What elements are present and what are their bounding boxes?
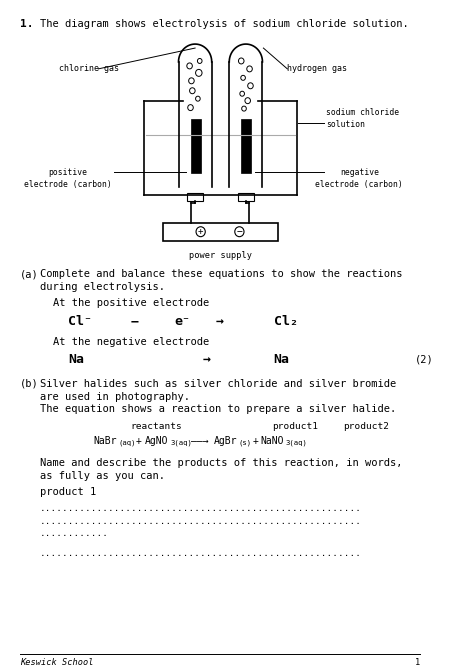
Text: ........................................................: ........................................…: [40, 549, 362, 558]
Text: Na: Na: [273, 353, 290, 366]
Text: as fully as you can.: as fully as you can.: [40, 471, 165, 481]
Text: At the negative electrode: At the negative electrode: [53, 337, 210, 347]
Text: NaBr: NaBr: [94, 436, 117, 446]
Text: (b): (b): [20, 379, 38, 389]
Text: negative
electrode (carbon): negative electrode (carbon): [316, 168, 403, 189]
Text: product2: product2: [343, 422, 389, 431]
Text: ........................................................: ........................................…: [40, 504, 362, 513]
Bar: [241, 119, 251, 173]
Text: 3(aq): 3(aq): [285, 440, 308, 446]
Bar: [187, 193, 203, 201]
Text: Cl⁻: Cl⁻: [68, 315, 92, 328]
Text: product 1: product 1: [40, 487, 96, 497]
Text: product1: product1: [272, 422, 318, 431]
Text: power supply: power supply: [189, 251, 252, 259]
Text: during electrolysis.: during electrolysis.: [40, 282, 165, 292]
Text: hydrogen gas: hydrogen gas: [287, 64, 347, 74]
Text: +: +: [136, 436, 142, 446]
Text: →: →: [202, 353, 210, 366]
Text: reactants: reactants: [130, 422, 182, 431]
Bar: [191, 119, 201, 173]
Text: →: →: [215, 315, 223, 328]
Text: +: +: [198, 227, 203, 237]
Text: The diagram shows electrolysis of sodium chloride solution.: The diagram shows electrolysis of sodium…: [40, 19, 409, 29]
Text: 1: 1: [415, 658, 420, 667]
Text: Silver halides such as silver chloride and silver bromide: Silver halides such as silver chloride a…: [40, 379, 396, 389]
Text: Na: Na: [68, 353, 84, 366]
Text: positive
electrode (carbon): positive electrode (carbon): [24, 168, 112, 189]
Text: Complete and balance these equations to show the reactions: Complete and balance these equations to …: [40, 269, 402, 279]
Text: −: −: [237, 226, 242, 237]
Text: ............: ............: [40, 529, 109, 537]
Text: (aq): (aq): [118, 440, 136, 446]
Text: (s): (s): [238, 440, 252, 446]
Text: (a): (a): [20, 269, 38, 279]
Text: are used in photography.: are used in photography.: [40, 391, 190, 401]
Text: AgBr: AgBr: [214, 436, 237, 446]
Text: The equation shows a reaction to prepare a silver halide.: The equation shows a reaction to prepare…: [40, 405, 396, 415]
Text: AgNO: AgNO: [145, 436, 168, 446]
Text: (2): (2): [415, 355, 433, 364]
Text: +: +: [252, 436, 258, 446]
Text: e⁻: e⁻: [175, 315, 191, 328]
Text: At the positive electrode: At the positive electrode: [53, 298, 210, 308]
Text: 1.: 1.: [20, 19, 33, 29]
Text: NaNO: NaNO: [261, 436, 284, 446]
Text: −: −: [130, 315, 138, 328]
Text: Keswick School: Keswick School: [20, 658, 93, 667]
Text: sodium chloride
solution: sodium chloride solution: [326, 108, 399, 129]
Text: chlorine gas: chlorine gas: [59, 64, 118, 74]
Bar: [237, 193, 254, 201]
Text: ――→: ――→: [191, 436, 208, 446]
Text: Cl₂: Cl₂: [273, 315, 298, 328]
Text: ........................................................: ........................................…: [40, 517, 362, 526]
Text: 3(aq): 3(aq): [170, 440, 192, 446]
Text: Name and describe the products of this reaction, in words,: Name and describe the products of this r…: [40, 458, 402, 468]
Bar: [163, 223, 278, 241]
